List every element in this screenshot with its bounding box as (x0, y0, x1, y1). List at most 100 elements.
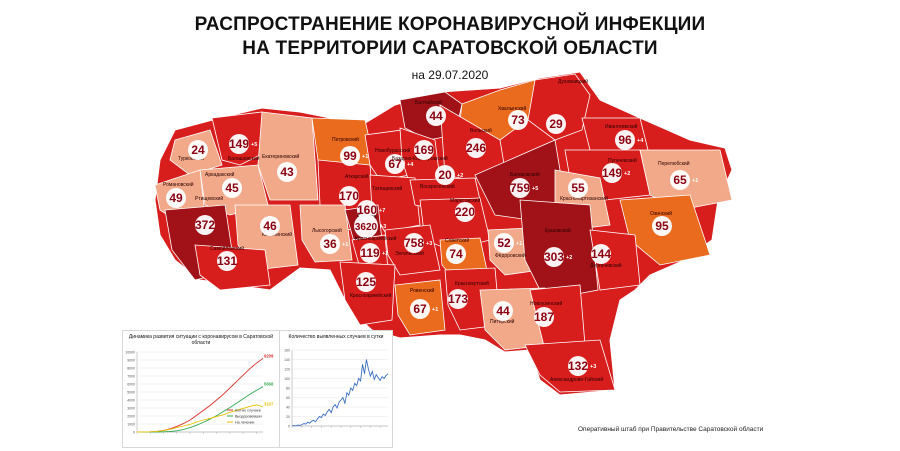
district-count-badge (544, 247, 564, 267)
district-name-label: Вольский (470, 127, 492, 134)
district-name-label: Воскресенский (420, 183, 455, 190)
district-count: 131 (217, 254, 237, 268)
district-count-badge (568, 178, 588, 198)
district-count: 759 (510, 181, 530, 195)
district-delta: +2 (566, 255, 572, 261)
district-delta: +2 (624, 171, 630, 177)
district-count: 43 (280, 165, 294, 179)
district-name-label: Дергачевский (590, 262, 622, 269)
district-count: 44 (496, 304, 510, 318)
footer-credit: Оперативный штаб при Правительстве Сарат… (578, 426, 764, 433)
cumulative-chart-series-line (136, 404, 264, 433)
district-count: 99 (343, 149, 357, 163)
district-count-badge (166, 188, 186, 208)
cumulative-chart-ytick-label: 10000 (125, 351, 135, 355)
district-count: 65 (673, 173, 687, 187)
district-count-badge (591, 244, 611, 264)
cumulative-chart-ytick-label: 6000 (127, 383, 135, 387)
district-count: 55 (571, 181, 585, 195)
cumulative-chart-ytick-label: 2000 (127, 415, 135, 419)
district-count-badge (602, 163, 622, 183)
district-name-label: Новоузенский (530, 300, 562, 307)
cumulative-chart-ytick-label: 4000 (127, 399, 135, 403)
district-count-badge (222, 178, 242, 198)
district-area (339, 261, 396, 326)
district-count: 187 (534, 310, 554, 324)
cumulative-chart-ytick-label: 0 (133, 431, 135, 435)
district-count-badge (652, 216, 672, 236)
district-count-badge (414, 140, 434, 160)
district-name-label: Самойловский (210, 245, 244, 252)
district-name-label: Екатериновский (262, 153, 300, 160)
district-count: 52 (497, 236, 511, 250)
cumulative-chart-legend-label: Выздоровевших (235, 415, 262, 419)
daily-chart-title: Количество выявленных случаев в сутки (288, 334, 384, 340)
district-count: 73 (511, 113, 525, 127)
district-name-label: Ивантеевский (605, 123, 638, 130)
district-count: 67 (388, 157, 402, 171)
daily-chart-ytick-label: 40 (286, 406, 290, 410)
district-count: 160 (357, 203, 377, 217)
district-count: 36 (323, 237, 337, 251)
district-count-badge (546, 114, 566, 134)
district-name-label: Ершовский (545, 227, 571, 234)
district-name-label: Красноармейский (350, 292, 392, 299)
district-count-badge (493, 301, 513, 321)
district-count: 220 (455, 205, 475, 219)
district-count: 173 (448, 292, 468, 306)
district-count-badge (260, 216, 280, 236)
district-count-badge (455, 202, 475, 222)
district-count-badge (426, 106, 446, 126)
district-name-label: Турковский (178, 155, 204, 162)
district-count: 3620 (355, 222, 378, 233)
district-delta: +1 (432, 307, 438, 313)
district-name-label: Александрово-Гайский (550, 376, 603, 383)
district-delta: +1 (342, 242, 348, 248)
district-count: 74 (449, 247, 463, 261)
district-count: 125 (356, 275, 376, 289)
district-count: 49 (169, 191, 183, 205)
district-count: 149 (229, 137, 249, 151)
district-name-label: Краснокутский (455, 280, 489, 287)
cumulative-chart-title: Динамика развития ситуации с коронавирус… (128, 334, 274, 346)
daily-chart-ytick-label: 160 (284, 349, 290, 353)
district-name-label: Балаковский (510, 171, 540, 178)
page-title-line1: РАСПРОСТРАНЕНИЕ КОРОНАВИРУСНОЙ ИНФЕКЦИИ (194, 14, 706, 35)
district-count: 46 (263, 219, 277, 233)
cumulative-chart-ytick-label: 1000 (127, 423, 135, 427)
daily-chart-ytick-label: 80 (286, 387, 290, 391)
district-name-label: Калининский (262, 231, 292, 238)
district-area (257, 111, 319, 201)
district-count-badge (360, 243, 380, 263)
district-count-badge (466, 138, 486, 158)
cumulative-chart: Динамика развития ситуации с коронавирус… (122, 330, 280, 448)
district-count-badge (217, 251, 237, 271)
district-delta: +1 (516, 241, 522, 247)
district-name-label: Новобурасский (375, 147, 411, 154)
district-name-label: Перелюбский (658, 160, 690, 167)
cumulative-chart-legend-label: Кол-во случаев (235, 409, 261, 413)
district-count: 119 (360, 246, 380, 260)
district-count: 144 (591, 247, 611, 261)
daily-chart-ytick-label: 0 (288, 425, 290, 429)
district-count-badge (510, 178, 530, 198)
district-count: 132 (568, 359, 588, 373)
district-name-label: Ртищевский (195, 195, 223, 202)
district-name-label: Краснопартизанский (560, 195, 608, 202)
district-name-label: Татищевский (372, 185, 403, 192)
cumulative-chart-series-end-label: 3167 (264, 402, 274, 407)
page-title-line2: НА ТЕРРИТОРИИ САРАТОВСКОЙ ОБЛАСТИ (242, 38, 658, 59)
daily-chart-ytick-label: 20 (286, 415, 290, 419)
district-name-label: Питерский (490, 318, 515, 325)
district-count-badge (385, 154, 405, 174)
daily-chart-plot: 0 20 40 60 80 100 120 140 160 (284, 349, 389, 429)
district-count-badge (339, 186, 359, 206)
district-name-label: Марксовский (450, 197, 480, 204)
district-delta: +4 (407, 162, 414, 168)
district-count: 95 (655, 219, 669, 233)
district-count: 758 (404, 236, 424, 250)
district-count-badge (508, 110, 528, 130)
district-delta: +4 (637, 138, 644, 144)
district-delta: +3 (590, 364, 596, 370)
district-name-label: Озинский (650, 210, 672, 217)
